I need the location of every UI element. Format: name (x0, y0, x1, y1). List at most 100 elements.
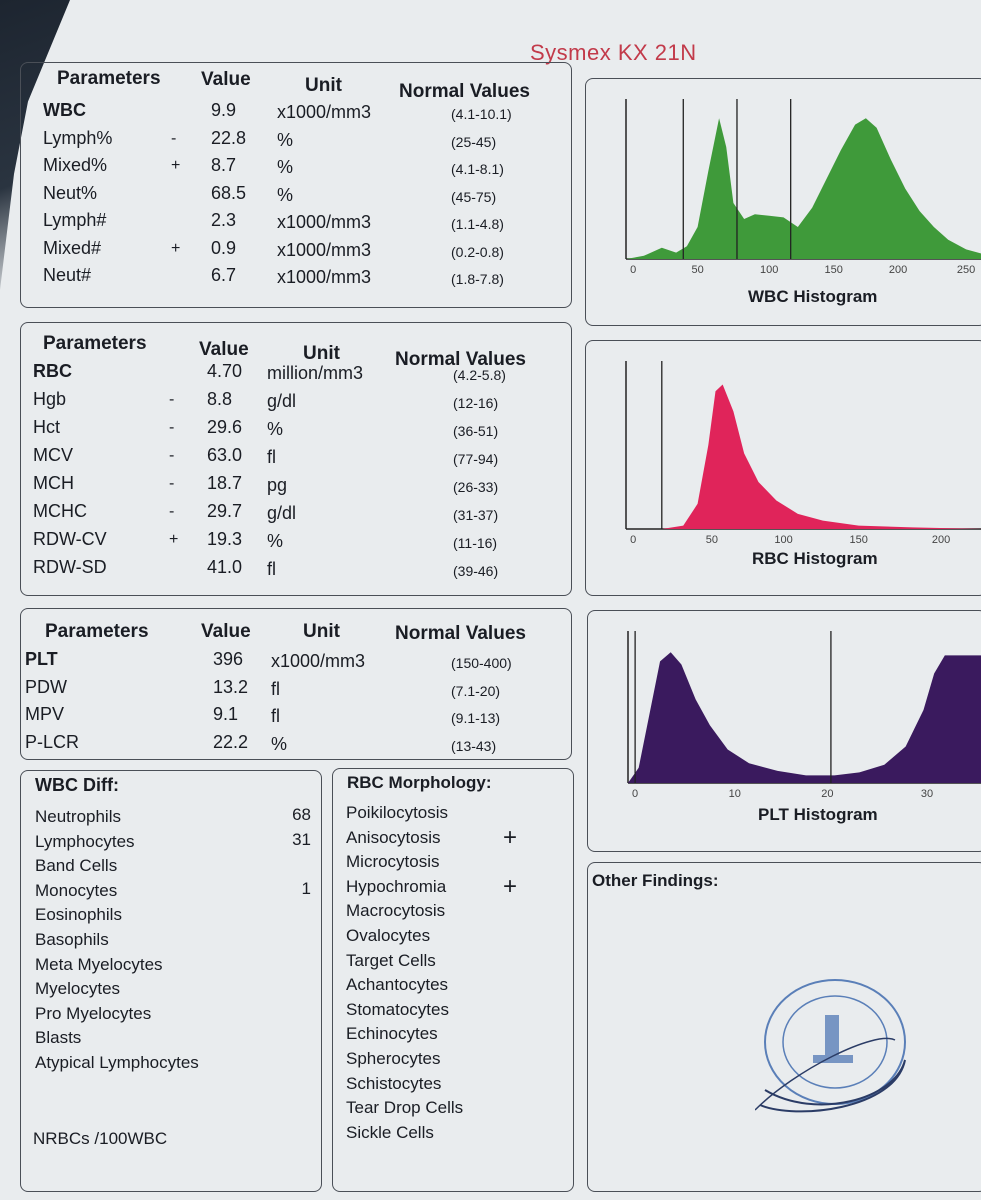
header-unit: Unit (303, 343, 340, 364)
param-name: Neut% (43, 182, 98, 203)
flag-indicator: + (171, 239, 181, 257)
rbc-morphology-mark (503, 1121, 517, 1146)
param-name: RDW-CV (33, 529, 107, 549)
param-name: MCV (33, 445, 73, 465)
param-value: 396 (213, 649, 244, 669)
param-value: 29.7 (207, 501, 243, 521)
param-unit: pg (267, 475, 288, 495)
wbc-diff-value (283, 1049, 311, 1074)
param-normal-range: (4.1-10.1) (451, 106, 512, 122)
rbc-morphology-item: Sickle Cells (346, 1122, 434, 1142)
param-unit: % (267, 531, 284, 551)
wbc-diff-item: Meta Myelocytes (35, 954, 163, 974)
rbc-morphology-item: Stomatocytes (346, 999, 449, 1019)
rbc-morphology-mark (503, 1047, 517, 1072)
x-tick-label: 10 (729, 788, 741, 800)
rbc-morphology-item: Spherocytes (346, 1048, 441, 1068)
wbc-diff-item: Neutrophils (35, 807, 121, 826)
header-value: Value (199, 339, 249, 360)
param-normal-range: (0.2-0.8) (451, 243, 504, 260)
param-value: 8.7 (211, 155, 237, 175)
param-normal-range: (36-51) (453, 423, 499, 439)
param-name: Mixed# (43, 237, 102, 258)
wbc-diff-value (283, 1000, 311, 1025)
rbc-morphology-mark (503, 850, 517, 875)
plt-histogram-label: PLT Histogram (758, 805, 878, 824)
param-unit: % (267, 419, 284, 439)
param-normal-range: (31-37) (453, 507, 499, 523)
wbc-histogram-chart: 0 50 100 150 200 250 (625, 99, 981, 276)
x-tick-label: 0 (632, 788, 638, 800)
param-unit: x1000/mm3 (271, 651, 366, 671)
rbc-morphology-title: RBC Morphology: (347, 773, 492, 792)
param-normal-range: (77-94) (453, 451, 499, 467)
param-normal-range: (1.1-4.8) (451, 216, 504, 232)
wbc-diff-value (283, 1024, 311, 1049)
param-name: P-LCR (25, 731, 80, 752)
param-normal-range: (39-46) (453, 563, 499, 579)
rbc-morphology-mark (503, 949, 517, 974)
wbc-diff-item: Basophils (35, 929, 109, 949)
param-unit: % (277, 129, 294, 150)
param-normal-range: (9.1-13) (451, 710, 501, 726)
param-value: 63.0 (207, 445, 243, 465)
x-tick-label: 100 (774, 534, 792, 546)
param-unit: fl (271, 678, 280, 699)
param-normal-range: (4.1-8.1) (451, 161, 504, 177)
rbc-morphology-mark (503, 1096, 517, 1121)
param-unit: % (271, 733, 288, 754)
flag-indicator: + (169, 531, 179, 548)
param-name: Lymph% (43, 127, 113, 148)
rbc-morphology-item: Macrocytosis (346, 901, 446, 921)
param-value: 0.9 (211, 237, 237, 258)
x-tick-label: 250 (957, 264, 975, 276)
rbc-morphology-mark: + (503, 823, 518, 851)
param-unit: g/dl (267, 391, 297, 411)
param-unit: million/mm3 (267, 363, 364, 383)
param-name: MCHC (33, 501, 87, 521)
param-name: Hct (33, 417, 60, 437)
nrbc-label: NRBCs /100WBC (33, 1129, 168, 1148)
x-tick-label: 50 (691, 264, 703, 276)
rbc-morphology-mark (503, 899, 517, 924)
header-value: Value (201, 69, 251, 90)
wbc-diff-item: Myelocytes (35, 979, 121, 999)
rbc-histogram-chart: 0 50 100 150 200 (625, 361, 981, 546)
rbc-morphology-item: Anisocytosis (346, 827, 441, 847)
rbc-morphology-mark (503, 801, 517, 826)
param-name: MPV (25, 704, 65, 724)
x-tick-label: 150 (850, 534, 868, 546)
flag-indicator: - (169, 447, 175, 464)
plt-histogram-box: 0 10 20 30 PLT Histogram (587, 610, 981, 852)
wbc-diff-item: Lymphocytes (35, 831, 135, 851)
param-normal-range: (1.8-7.8) (451, 271, 504, 287)
x-tick-label: 50 (706, 534, 718, 546)
lab-stamp (755, 979, 906, 1113)
param-value: 9.1 (213, 704, 239, 724)
param-unit: g/dl (267, 503, 297, 523)
wbc-diff-item: Pro Myelocytes (35, 1003, 152, 1023)
header-unit: Unit (303, 621, 340, 642)
param-value: 2.3 (211, 210, 237, 230)
param-unit: % (277, 184, 294, 205)
rbc-morphology-mark (503, 1022, 517, 1047)
header-parameters: Parameters (57, 68, 161, 89)
wbc-parameters-box: Parameters Value Unit Normal Values WBC 9… (20, 62, 572, 308)
wbc-diff-title: WBC Diff: (35, 775, 119, 795)
rbc-morphology-mark (503, 1072, 517, 1097)
wbc-diff-value (283, 951, 311, 976)
rbc-parameters-box: Parameters Value Unit Normal Values RBC 4… (20, 322, 572, 596)
wbc-histogram-box: 0 50 100 150 200 250 WBC Histogram (585, 78, 981, 326)
rbc-morphology-item: Echinocytes (346, 1024, 438, 1044)
wbc-diff-value (283, 975, 311, 1000)
param-normal-range: (25-45) (451, 133, 497, 150)
param-value: 13.2 (213, 676, 249, 697)
flag-indicator: - (169, 475, 175, 492)
param-normal-range: (13-43) (451, 737, 497, 754)
rbc-morphology-item: Schistocytes (346, 1073, 442, 1093)
x-tick-label: 150 (824, 264, 842, 276)
param-normal-range: (26-33) (453, 479, 499, 495)
x-tick-label: 20 (821, 788, 833, 800)
param-value: 19.3 (207, 529, 243, 549)
param-normal-range: (7.1-20) (451, 682, 501, 699)
